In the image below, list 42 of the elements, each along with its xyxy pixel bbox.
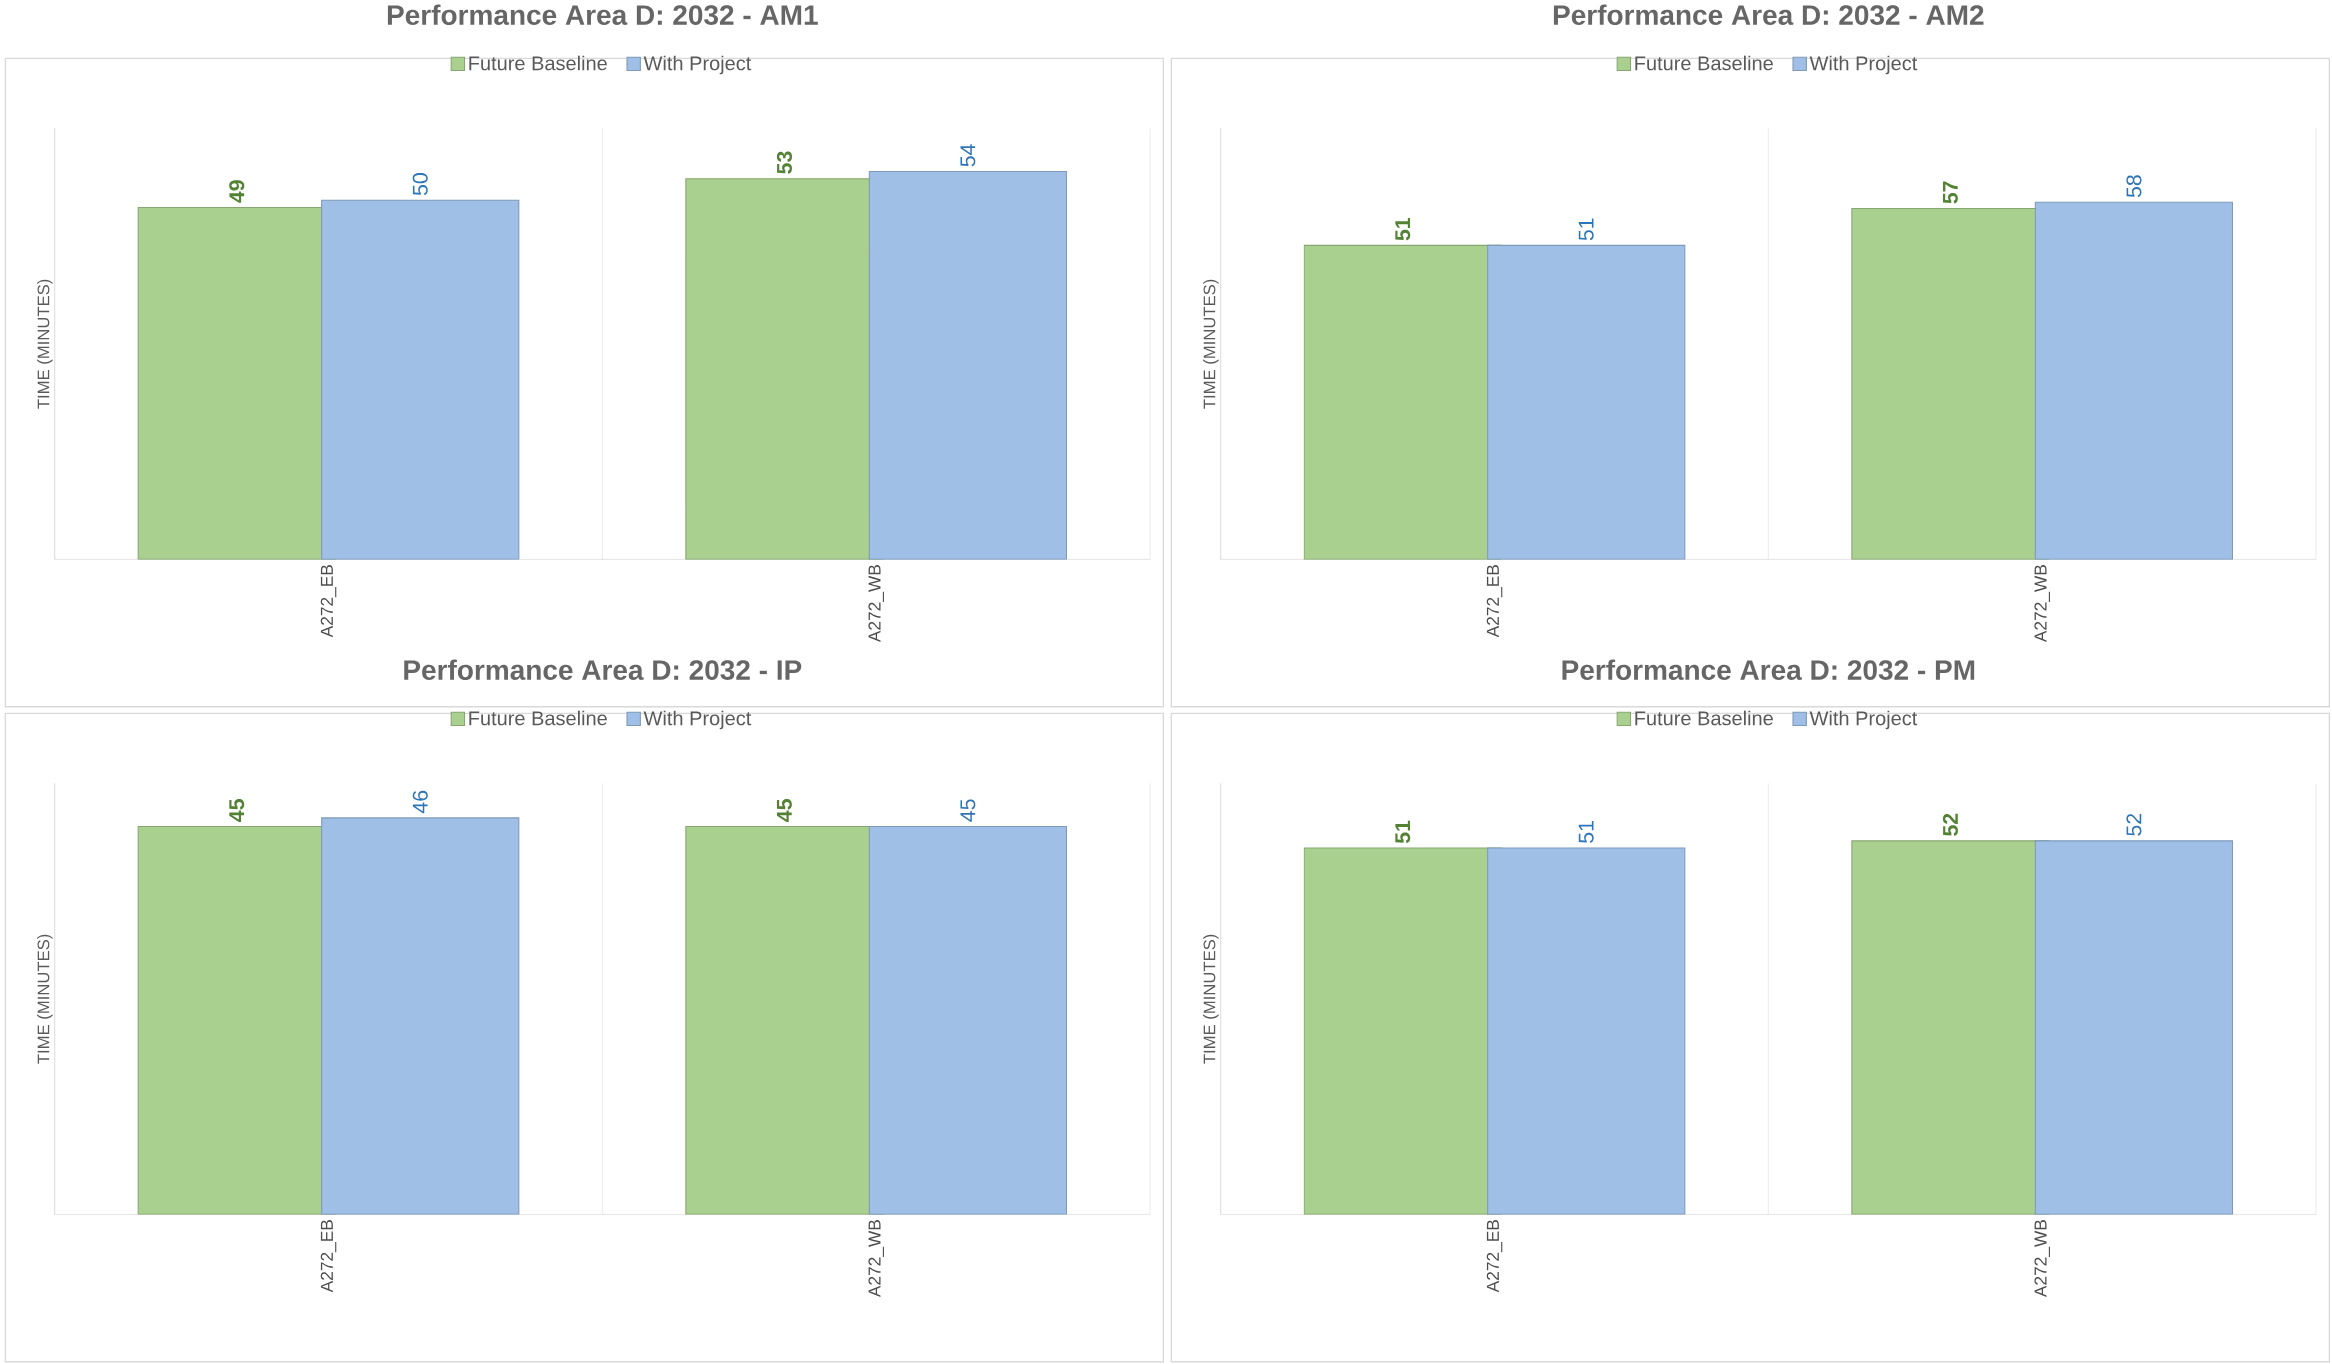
bar: [868, 170, 1068, 560]
legend-label: Future Baseline: [469, 710, 607, 726]
bar: [321, 199, 520, 560]
legend-label: With Project: [1809, 710, 1918, 730]
data-label: 51: [1578, 820, 1594, 843]
x-tick-label: A272_EB: [320, 564, 337, 638]
x-tick-label: A272_WB: [2034, 1219, 2050, 1297]
chart-title: Performance Area D: 2032 - AM2: [1553, 4, 1984, 25]
data-label: 57: [1943, 181, 1958, 204]
legend-label: Future Baseline: [1635, 710, 1773, 726]
data-label: 51: [1578, 218, 1594, 241]
data-label: 49: [229, 180, 245, 203]
y-axis-title: TIME (MINUTES): [37, 934, 53, 1064]
data-label: 51: [1395, 217, 1411, 241]
y-axis-title: TIME (MINUTES): [37, 279, 53, 409]
data-label: 45: [960, 799, 976, 822]
data-label: 45: [777, 798, 792, 822]
chart-title: Performance Area D: 2032 - PM: [1562, 659, 1975, 680]
legend-label: With Project: [643, 55, 752, 75]
x-tick-label: A272_WB: [868, 1219, 884, 1297]
legend-label: Future Baseline: [469, 55, 607, 71]
data-label: 45: [229, 798, 245, 822]
data-label: 46: [412, 790, 428, 813]
chart-title: Performance Area D: 2032 - AM1: [387, 4, 818, 25]
y-axis-title: TIME (MINUTES): [1203, 279, 1219, 409]
x-tick-label: A272_WB: [2034, 564, 2050, 642]
data-label: 50: [412, 172, 428, 195]
legend-label: With Project: [643, 710, 752, 730]
x-tick-label: A272_EB: [1486, 564, 1503, 638]
y-axis-title: TIME (MINUTES): [1203, 934, 1219, 1064]
data-label: 52: [2126, 813, 2142, 836]
data-label: 53: [776, 151, 792, 174]
x-tick-label: A272_EB: [320, 1219, 337, 1293]
data-label: 51: [1395, 820, 1411, 843]
x-tick-label: A272_EB: [1486, 1219, 1503, 1293]
data-label: 52: [1942, 813, 1958, 836]
data-label: 54: [960, 143, 976, 167]
legend-label: Future Baseline: [1635, 55, 1773, 71]
chart-title: Performance Area D: 2032 - IP: [404, 659, 802, 680]
x-tick-label: A272_WB: [868, 564, 884, 642]
data-label: 58: [2126, 175, 2142, 197]
legend-label: With Project: [1809, 55, 1918, 75]
